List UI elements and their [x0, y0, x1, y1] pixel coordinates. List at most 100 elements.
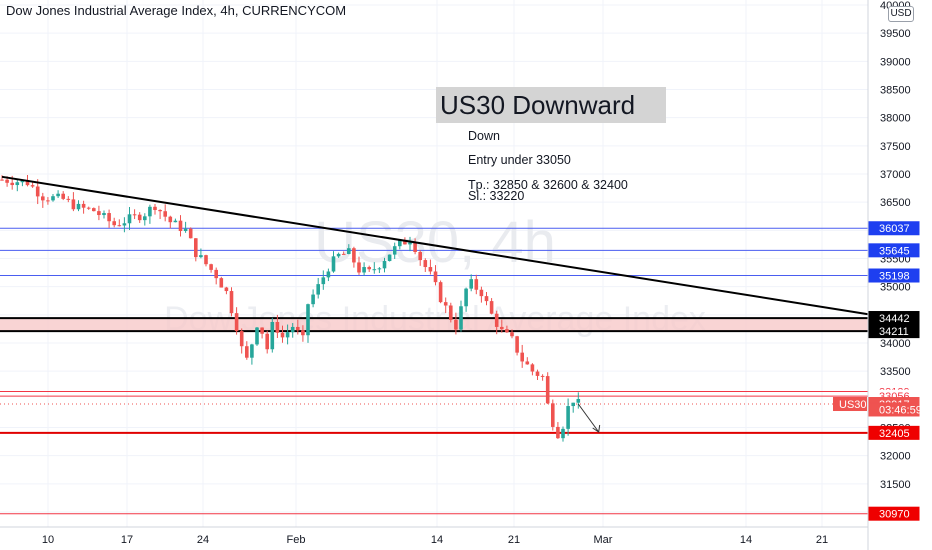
symbol-label-box [833, 397, 867, 412]
projection-arrow[interactable] [577, 403, 600, 433]
candle-body [92, 208, 96, 212]
candle-body [530, 364, 535, 372]
candle-body [188, 228, 193, 239]
candle-body [403, 240, 407, 245]
price-tick-label: 35000 [880, 282, 911, 294]
candle-body [571, 402, 575, 407]
candle-body [331, 256, 336, 272]
candle-body [556, 426, 560, 439]
candle-body [234, 313, 239, 332]
price-tick-label: 36500 [880, 197, 911, 209]
candle-body [290, 326, 295, 333]
candle-body [398, 240, 402, 247]
candle-body [372, 269, 377, 271]
candle-body [438, 282, 443, 303]
candle-body [168, 216, 173, 223]
candle-body [479, 289, 484, 297]
candle-body [489, 301, 494, 314]
candle-body [194, 238, 198, 258]
price-label-box [868, 221, 920, 236]
price-label-text: 35645 [879, 245, 910, 257]
time-tick-label: 17 [121, 534, 133, 546]
candle-body [112, 221, 116, 226]
candle-body [285, 332, 290, 338]
time-tick-label: 14 [431, 534, 443, 546]
price-tick-label: 37000 [880, 169, 911, 181]
candle-body [326, 271, 331, 278]
candle-body [459, 306, 463, 330]
candle-body [66, 198, 71, 200]
price-tick-label: 39000 [880, 56, 911, 68]
candle-body [525, 361, 530, 365]
candle-body [20, 180, 25, 183]
plot-area [0, 0, 868, 527]
price-label-text: 34211 [879, 326, 909, 338]
candle-body [321, 277, 326, 285]
candle-body [408, 242, 412, 245]
candle-body [61, 193, 65, 199]
candle-body [464, 288, 468, 307]
candle-body [510, 332, 514, 337]
candle-body [153, 206, 157, 210]
candle-body [280, 332, 285, 338]
candle-body [561, 428, 565, 439]
candle-body [433, 271, 438, 283]
candle-body [357, 262, 361, 273]
candle-body [484, 296, 489, 302]
candle-body [132, 214, 137, 216]
trendline[interactable] [1, 175, 880, 317]
candle-body [377, 268, 382, 270]
candle-body [224, 287, 229, 292]
annotation-line-2: Entry under 33050 [468, 153, 571, 167]
candle-body [209, 264, 213, 270]
candle-body [387, 254, 392, 262]
candle-body [545, 376, 550, 404]
candle-body [540, 375, 545, 377]
price-label-box [868, 268, 920, 283]
candle-body [270, 321, 275, 350]
candle-body [148, 206, 152, 217]
candle-body [107, 213, 111, 222]
candle-body [137, 214, 142, 221]
candle-body [454, 319, 458, 330]
price-label-text: 32405 [879, 428, 910, 440]
candle-body [35, 186, 40, 197]
candle-body [474, 279, 479, 290]
candle-body [341, 253, 346, 255]
symbol-label-text: US30 [839, 399, 867, 411]
candle-body [260, 327, 264, 334]
candle-body [229, 291, 234, 314]
candle-body [117, 225, 122, 227]
candle-body [494, 313, 499, 327]
candle-body [46, 200, 50, 202]
candle-body [316, 284, 320, 295]
candle-body [382, 261, 387, 269]
price-label-box [868, 402, 920, 417]
candle-body [443, 302, 448, 306]
candle-body [250, 344, 254, 358]
candle-body [515, 336, 519, 353]
annotation-heading[interactable]: US30 Downward [436, 87, 666, 123]
candle-body [41, 196, 45, 201]
time-tick-label: 10 [42, 534, 54, 546]
price-tick-label: 34000 [880, 338, 911, 350]
candle-body [97, 211, 101, 216]
currency-button[interactable]: USD [888, 6, 914, 22]
candle-body [81, 203, 86, 208]
price-label-box [868, 425, 920, 440]
candle-body [301, 330, 305, 336]
candle-body [25, 180, 30, 186]
candle-body [199, 255, 203, 258]
price-label-text: 36037 [879, 223, 910, 235]
time-tick-label: 21 [816, 534, 828, 546]
candle-body [505, 329, 509, 333]
candle-body [336, 253, 341, 257]
candle-body [178, 220, 183, 232]
candle-body [551, 403, 555, 427]
price-label-box [868, 506, 920, 521]
candle-body [10, 182, 14, 186]
candle-body [255, 327, 259, 345]
candle-body [173, 220, 178, 223]
